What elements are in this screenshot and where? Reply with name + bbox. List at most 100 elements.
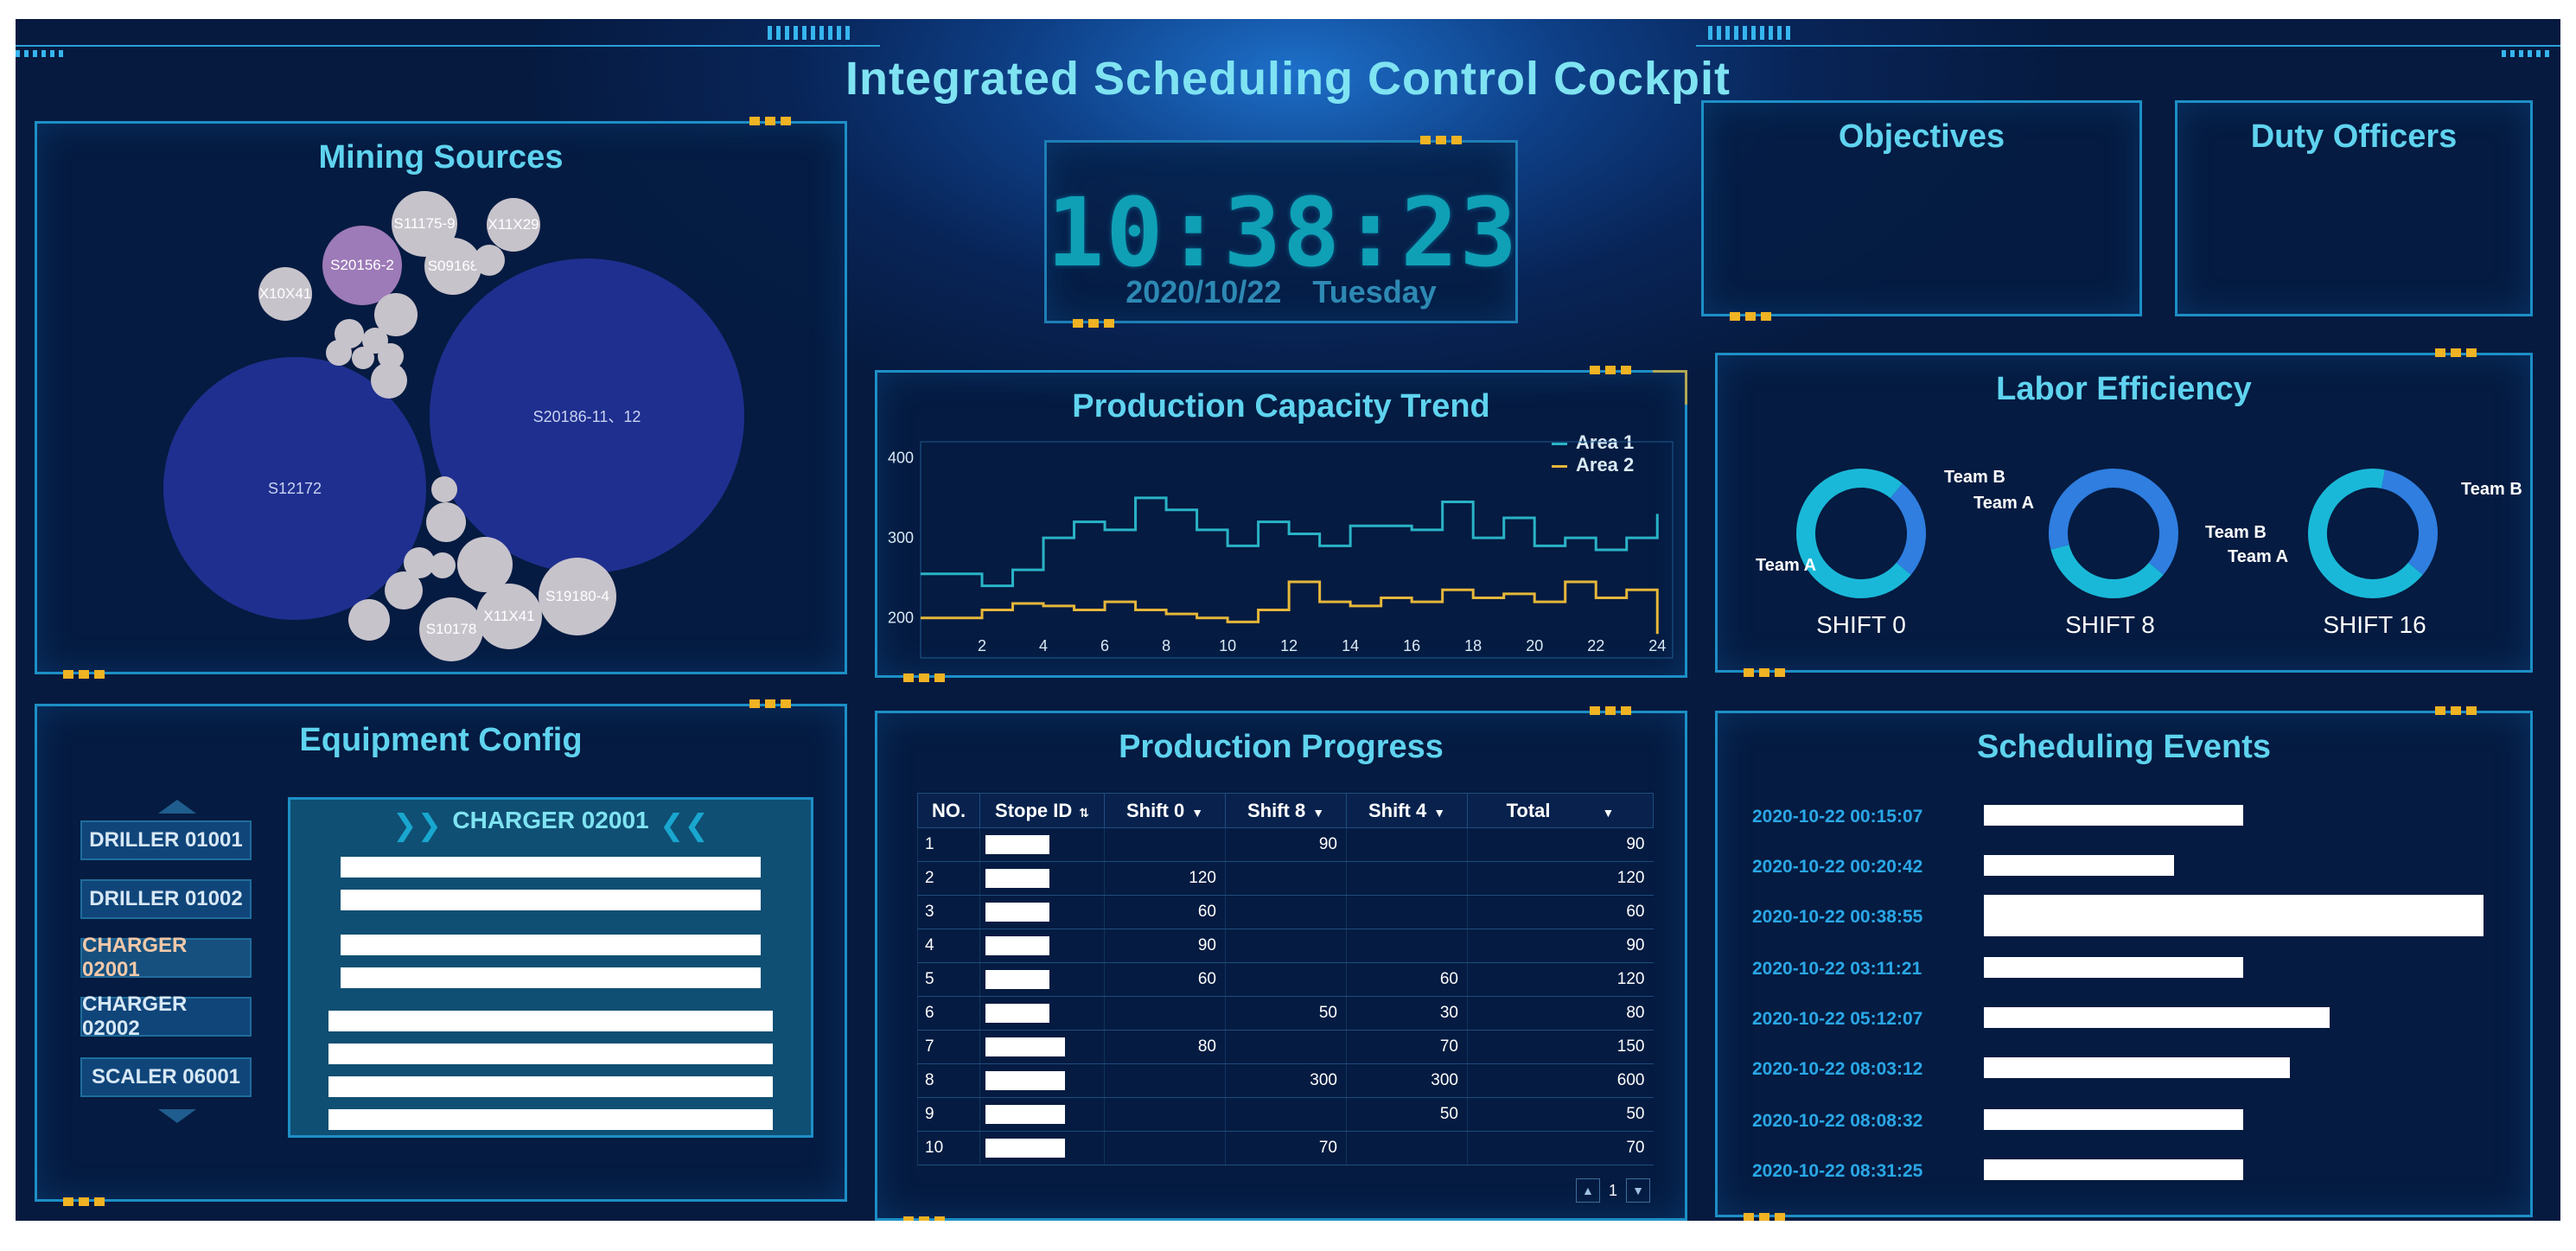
panel-corner-mark	[2435, 348, 2478, 357]
donut-0-team-a-segment[interactable]	[1796, 469, 1911, 598]
cell-shift-4	[1346, 827, 1468, 862]
series-line-2	[921, 580, 1659, 635]
column-header-shift-8[interactable]: Shift 8 ▼	[1225, 793, 1347, 828]
table-row[interactable]: 1 90 90	[917, 827, 1654, 862]
equipment-detail-title: CHARGER 02001	[452, 807, 649, 833]
bubble-unlabeled[interactable]	[474, 245, 505, 276]
donut-0-team-a-label: Team A	[1756, 556, 1817, 575]
equipment-item-driller-01001[interactable]: DRILLER 01001	[80, 820, 252, 860]
equipment-item-charger-02002[interactable]: CHARGER 02002	[80, 993, 252, 1040]
cell-stope-id	[979, 962, 1105, 997]
x-tick-label: 6	[1100, 637, 1109, 654]
donut-1-team-a-segment[interactable]	[2050, 544, 2164, 598]
redacted-stope-id	[985, 969, 1049, 989]
bubble-unlabeled[interactable]	[430, 552, 456, 578]
objectives-panel: Objectives	[1701, 100, 2142, 321]
table-row[interactable]: 2 120 120	[917, 861, 1654, 896]
equipment-scroll-down-icon[interactable]	[158, 1109, 196, 1123]
y-tick-label: 300	[888, 529, 914, 546]
column-header-no-label: NO.	[931, 799, 966, 821]
cell-shift-0	[1104, 1063, 1226, 1098]
bubble-x11x41[interactable]: X11X41	[476, 584, 542, 649]
pager-prev-icon[interactable]: ▲	[1575, 1178, 1600, 1203]
dashboard-screen: Integrated Scheduling Control Cockpit Mi…	[16, 19, 2560, 1221]
equipment-item-charger-02001[interactable]: CHARGER 02001	[80, 934, 252, 981]
cell-shift-4	[1346, 929, 1468, 963]
header-line-left	[16, 45, 880, 47]
series-line-1	[921, 496, 1659, 588]
bubble-unlabeled[interactable]	[431, 476, 457, 502]
table-row[interactable]: 10 70 70	[917, 1131, 1654, 1165]
cell-shift-8	[1225, 962, 1347, 997]
bubble-unlabeled[interactable]	[352, 347, 374, 369]
panel-corner-mark	[903, 1216, 947, 1221]
equipment-scroll-up-icon[interactable]	[158, 800, 196, 814]
redacted-stope-id	[985, 1104, 1065, 1124]
x-tick-label: 24	[1648, 637, 1666, 654]
equipment-item-driller-01002[interactable]: DRILLER 01002	[80, 879, 252, 919]
scheduling-events-panel: Scheduling Events 2020-10-22 00:15:07 202…	[1715, 706, 2533, 1221]
event-time: 2020-10-22 00:20:42	[1752, 857, 1923, 877]
bubble-unlabeled[interactable]	[348, 599, 390, 641]
dropdown-caret-icon[interactable]: ▼	[1312, 805, 1325, 820]
cell-shift-8	[1225, 1030, 1347, 1064]
donut-2-team-a-segment[interactable]	[2308, 469, 2423, 598]
column-header-total[interactable]: Total ▼	[1467, 793, 1654, 828]
bubble-x10x41[interactable]: X10X41	[258, 267, 312, 321]
redacted-stope-id	[985, 1037, 1065, 1056]
table-row[interactable]: 6 50 30 80	[917, 996, 1654, 1031]
bubble-unlabeled[interactable]	[457, 537, 513, 592]
equipment-detail-card: ❯❯ CHARGER 02001 ❮❮	[288, 797, 813, 1138]
bubble-unlabeled[interactable]	[385, 571, 423, 610]
cell-shift-8	[1225, 861, 1347, 896]
bubble-x11x29[interactable]: X11X29	[487, 198, 540, 252]
bubble-s20186-11-12[interactable]: S20186-11、12	[430, 258, 744, 573]
table-row[interactable]: 9 50 50	[917, 1097, 1654, 1132]
donut-2-team-b-segment[interactable]	[2381, 469, 2438, 575]
cell-stope-id	[979, 861, 1105, 896]
column-header-stope-id[interactable]: Stope ID ⇅	[979, 793, 1105, 828]
cell-stope-id	[979, 895, 1105, 929]
dropdown-caret-icon[interactable]: ▼	[1433, 805, 1446, 820]
pager-next-icon[interactable]: ▼	[1626, 1178, 1650, 1203]
chart-plot-area	[920, 441, 1674, 659]
bubble-s12172[interactable]: S12172	[163, 357, 426, 620]
column-header-shift-0[interactable]: Shift 0 ▼	[1104, 793, 1226, 828]
bubble-s20156-2[interactable]: S20156-2	[322, 226, 402, 305]
column-header-shift-4-label: Shift 4	[1368, 799, 1427, 821]
pager-current-page[interactable]: 1	[1608, 1181, 1617, 1199]
capacity-trend-panel: Production Capacity Trend Area 1 Area 2 …	[875, 366, 1687, 682]
column-header-total-label: Total	[1506, 799, 1551, 821]
cell-shift-8: 300	[1225, 1063, 1347, 1098]
x-tick-label: 12	[1280, 637, 1298, 654]
donut-0-team-b-segment[interactable]	[1890, 483, 1926, 575]
scheduling-events-title: Scheduling Events	[1977, 729, 2271, 765]
bubble-unlabeled[interactable]	[371, 362, 407, 399]
bubble-s11175-9[interactable]: S11175-9	[392, 191, 457, 257]
cell-total: 120	[1467, 962, 1654, 997]
cell-stope-id	[979, 996, 1105, 1031]
legend-area-2: Area 2	[1552, 454, 1634, 476]
equipment-item-scaler-06001[interactable]: SCALER 06001	[80, 1057, 252, 1097]
sort-icon[interactable]: ⇅	[1079, 805, 1089, 820]
dropdown-caret-icon[interactable]: ▼	[1191, 805, 1204, 820]
donut-1-team-b-segment[interactable]	[2049, 469, 2178, 575]
column-header-shift-4[interactable]: Shift 4 ▼	[1346, 793, 1468, 828]
table-row[interactable]: 4 90 90	[917, 929, 1654, 963]
table-row[interactable]: 3 60 60	[917, 895, 1654, 929]
table-row[interactable]: 5 60 60 120	[917, 962, 1654, 997]
bubble-s09168[interactable]: S09168	[424, 238, 481, 295]
bubble-unlabeled[interactable]	[426, 502, 466, 542]
redacted-event-description	[1984, 957, 2243, 978]
table-row[interactable]: 7 80 70 150	[917, 1030, 1654, 1064]
bubble-s19180-4[interactable]: S19180-4	[539, 558, 616, 635]
bubble-s10178[interactable]: S10178	[419, 597, 483, 661]
table-row[interactable]: 8 300 300 600	[917, 1063, 1654, 1098]
dropdown-caret-icon[interactable]: ▼	[1602, 805, 1615, 820]
x-tick-label: 10	[1219, 637, 1236, 654]
bubble-unlabeled[interactable]	[326, 340, 352, 366]
duty-officers-panel: Duty Officers	[2175, 100, 2533, 316]
event-time: 2020-10-22 05:12:07	[1752, 1009, 1923, 1029]
panel-corner-mark	[749, 699, 793, 708]
cell-shift-8	[1225, 895, 1347, 929]
